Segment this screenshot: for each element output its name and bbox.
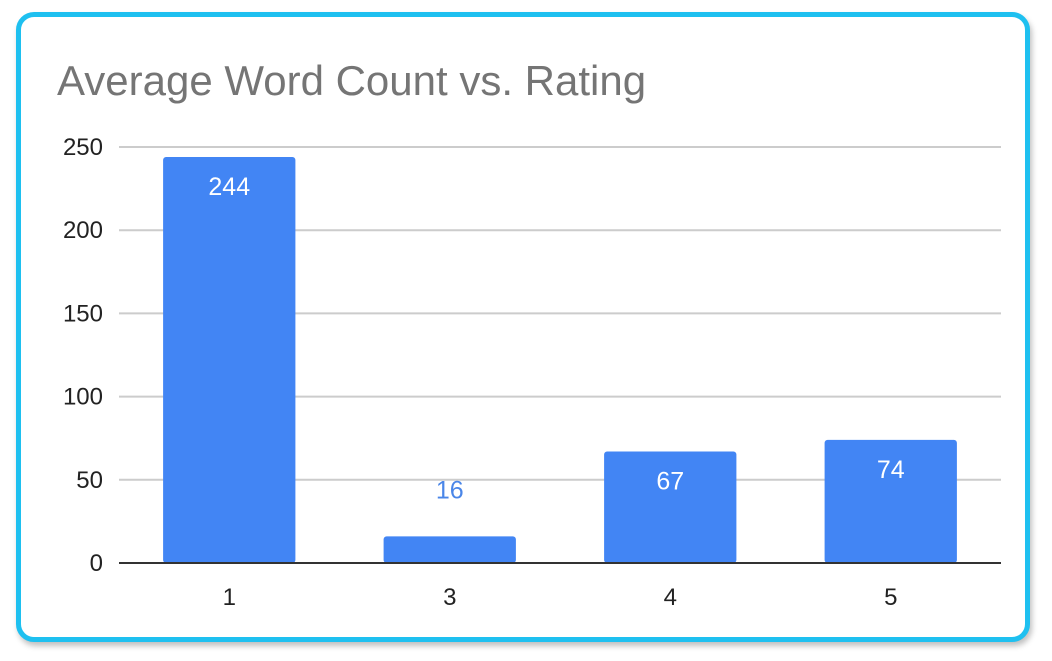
data-label: 244	[208, 173, 250, 201]
y-tick-label: 100	[63, 384, 103, 411]
x-tick-label: 4	[664, 584, 677, 611]
y-tick-label: 150	[63, 300, 103, 327]
bar-4	[604, 451, 737, 563]
bar-3	[383, 536, 516, 563]
bar-1	[163, 156, 296, 563]
y-tick-label: 50	[76, 467, 103, 494]
y-tick-label: 250	[63, 134, 103, 161]
chart-title: Average Word Count vs. Rating	[57, 57, 647, 104]
x-tick-label: 3	[443, 584, 456, 611]
chart-card: Average Word Count vs. Rating 0 50 100 150 2…	[16, 12, 1030, 642]
bar-5	[824, 439, 957, 563]
x-tick-label: 1	[223, 584, 236, 611]
x-tick-label: 5	[884, 584, 897, 611]
bar-chart: 0 50 100 150 200 250 1 3 4 5 244 16 67 74	[63, 134, 1001, 611]
data-label: 67	[656, 468, 684, 496]
y-tick-label: 0	[90, 550, 103, 577]
data-label: 74	[877, 456, 905, 484]
y-tick-label: 200	[63, 217, 103, 244]
data-label: 16	[436, 476, 464, 504]
